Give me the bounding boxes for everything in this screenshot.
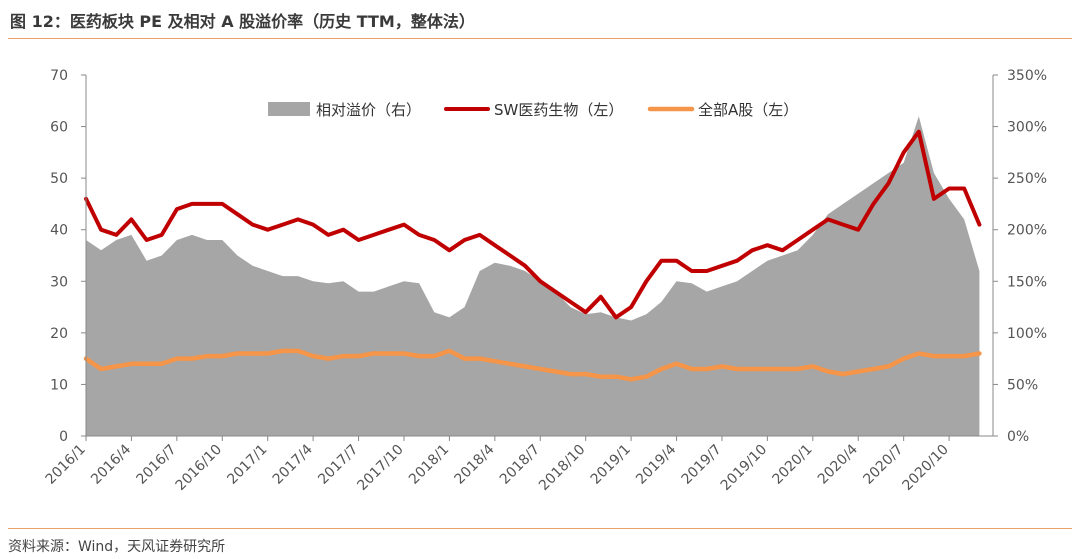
series-all-a-line — [83, 348, 982, 382]
x-tick-label: 2020/1 — [769, 442, 815, 488]
line-series-layer — [83, 129, 982, 382]
y-left-tick-label: 60 — [50, 120, 68, 136]
legend-label: 相对溢价（右） — [316, 101, 421, 119]
y-left-tick-label: 30 — [50, 274, 68, 290]
y-left-tick-label: 10 — [50, 377, 68, 393]
x-tick-label: 2017/7 — [315, 442, 361, 488]
y-right-tick-label: 250% — [1007, 171, 1047, 187]
x-tick-label: 2019/1 — [588, 442, 634, 488]
y-right-tick-label: 300% — [1007, 120, 1047, 136]
x-tick-label: 2018/1 — [406, 442, 452, 488]
legend-label: SW医药生物（左） — [494, 101, 623, 119]
source-note: 资料来源：Wind，天风证券研究所 — [8, 539, 226, 555]
x-tick-label: 2016/1 — [43, 442, 89, 488]
x-tick-label: 2020/7 — [860, 442, 906, 488]
x-tick-label: 2019/7 — [679, 442, 725, 488]
x-tick-label: 2019/4 — [633, 441, 679, 487]
legend-swatch-premium — [268, 102, 310, 116]
x-tick-label: 2018/7 — [497, 442, 543, 488]
bottom-divider — [8, 528, 1072, 529]
x-tick-label: 2017/4 — [270, 441, 316, 487]
x-tick-label: 2016/10 — [173, 442, 225, 494]
x-tick-label: 2020/4 — [815, 441, 861, 487]
y-left-tick-label: 40 — [50, 223, 68, 239]
legend-label: 全部A股（左） — [698, 101, 798, 119]
x-tick-label: 2019/10 — [718, 442, 770, 494]
x-tick-label: 2016/7 — [134, 442, 180, 488]
y-right-tick-label: 50% — [1007, 377, 1038, 393]
x-tick-label: 2020/10 — [899, 442, 951, 494]
x-tick-label: 2018/4 — [452, 441, 498, 487]
pe-premium-chart: 0 10 20 30 40 50 60 70 0% 50% 100% 150% 200% 250% 300%… — [43, 68, 1047, 494]
y-right-tick-label: 200% — [1007, 223, 1047, 239]
legend: 相对溢价（右） SW医药生物（左） 全部A股（左） — [268, 101, 798, 119]
y-left-tick-label: 20 — [50, 326, 68, 342]
y-left-tick-label: 0 — [59, 429, 68, 445]
x-tick-label: 2017/1 — [224, 442, 270, 488]
y-right-tick-label: 350% — [1007, 68, 1047, 84]
series-sw-pharma-line — [84, 129, 982, 320]
figure-title: 图 12：医药板块 PE 及相对 A 股溢价率（历史 TTM，整体法） — [10, 12, 475, 31]
y-right-tick-label: 100% — [1007, 326, 1047, 342]
top-divider — [8, 38, 1072, 39]
y-left-tick-label: 50 — [50, 171, 68, 187]
x-tick-label: 2016/4 — [88, 441, 134, 487]
x-tick-label: 2017/10 — [354, 442, 406, 494]
y-right-tick-label: 0% — [1007, 429, 1029, 445]
y-left-tick-label: 70 — [50, 68, 68, 84]
y-right-tick-label: 150% — [1007, 274, 1047, 290]
x-tick-label: 2018/10 — [536, 442, 588, 494]
